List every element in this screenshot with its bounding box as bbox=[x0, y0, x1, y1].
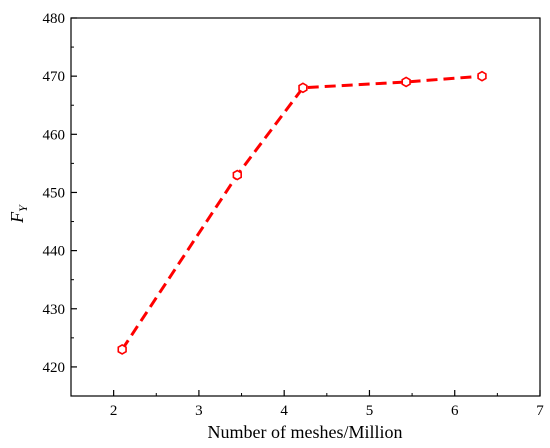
x-tick-label: 5 bbox=[366, 403, 374, 419]
x-axis-title: Number of meshes/Million bbox=[208, 422, 403, 442]
y-tick-label: 450 bbox=[43, 185, 66, 201]
data-point-marker bbox=[117, 344, 127, 355]
y-tick-label: 430 bbox=[43, 302, 66, 318]
series-line bbox=[120, 74, 483, 351]
x-tick-label: 7 bbox=[536, 403, 544, 419]
x-tick-label: 4 bbox=[280, 403, 288, 419]
data-point-marker bbox=[232, 169, 242, 181]
series-layer bbox=[117, 70, 487, 355]
data-point-marker bbox=[298, 82, 308, 94]
y-tick-label: 470 bbox=[43, 69, 66, 85]
plot-frame bbox=[70, 17, 541, 397]
y-tick-label: 420 bbox=[43, 360, 66, 376]
data-point-marker bbox=[401, 76, 411, 88]
y-axis-title-main: F bbox=[7, 211, 27, 224]
y-tick-label: 480 bbox=[43, 11, 66, 27]
y-axis-title: FY bbox=[7, 204, 30, 224]
svg-text:FY: FY bbox=[7, 204, 30, 224]
y-axis-title-sub: Y bbox=[16, 204, 30, 212]
data-point-marker bbox=[477, 70, 487, 82]
x-axis-ticks: 2 3 4 5 6 7 bbox=[70, 390, 544, 419]
x-tick-label: 2 bbox=[110, 403, 118, 419]
y-axis-ticks: 420 430 440 450 460 470 480 bbox=[43, 11, 77, 397]
x-tick-label: 6 bbox=[451, 403, 459, 419]
y-tick-label: 460 bbox=[43, 127, 66, 143]
y-tick-label: 440 bbox=[43, 244, 66, 260]
x-tick-label: 3 bbox=[195, 403, 203, 419]
